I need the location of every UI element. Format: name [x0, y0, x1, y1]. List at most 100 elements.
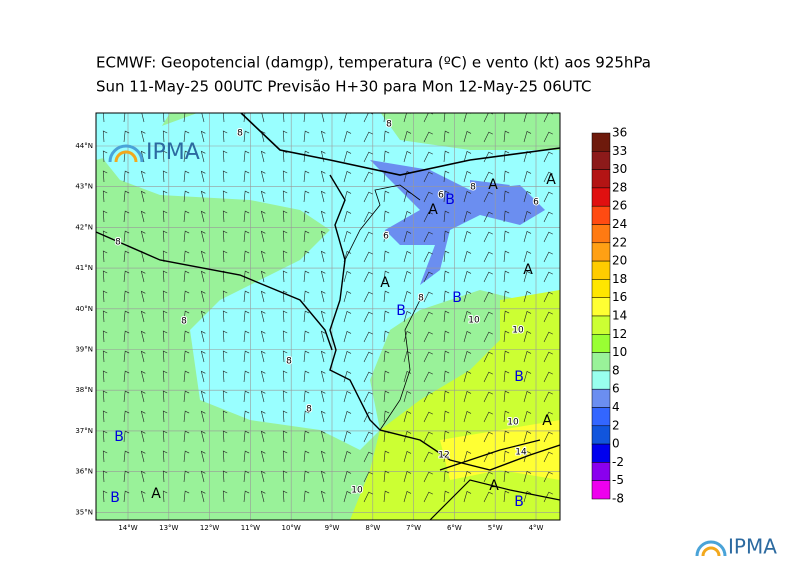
wind-barb	[483, 271, 493, 283]
map-logo: IPMA	[108, 140, 200, 165]
wind-barb	[443, 430, 450, 443]
colorbar-label: 22	[612, 235, 627, 249]
colorbar-label: 4	[612, 400, 620, 414]
wind-barb	[260, 390, 266, 403]
colorbar-label: 36	[612, 126, 627, 140]
wind-barb	[343, 210, 352, 223]
wind-barb	[260, 250, 266, 263]
colorbar-label: -2	[612, 455, 624, 469]
wind-barb	[403, 270, 412, 283]
wind-barb	[123, 470, 130, 483]
wind-barb	[543, 451, 553, 463]
wind-barb	[363, 271, 373, 283]
wind-barb	[102, 310, 108, 323]
wind-barb	[162, 130, 168, 143]
wind-barb	[183, 430, 190, 443]
wind-barb	[102, 290, 108, 303]
pressure-centre: A	[489, 478, 499, 494]
wind-barb	[343, 450, 352, 463]
wind-barb	[523, 210, 532, 223]
wind-barb	[243, 130, 250, 143]
wind-barb	[403, 490, 412, 503]
wind-barb	[283, 113, 288, 123]
wind-barb	[222, 470, 228, 483]
wind-barb	[543, 491, 553, 503]
wind-barb	[443, 190, 450, 203]
wind-barb	[140, 470, 146, 483]
wind-barb	[243, 430, 250, 443]
wind-barb	[222, 390, 228, 403]
wind-barb	[282, 190, 288, 203]
wind-barb	[303, 370, 310, 383]
wind-barb	[303, 290, 310, 303]
wind-barb	[383, 370, 390, 383]
wind-barb	[162, 470, 168, 483]
wind-barb	[443, 390, 450, 403]
contour-label: 8	[286, 357, 292, 367]
wind-barb	[343, 270, 352, 283]
wind-barb	[102, 250, 108, 263]
wind-barb	[243, 230, 250, 243]
wind-barb	[523, 410, 532, 423]
wind-barb	[383, 230, 390, 243]
pressure-centre: A	[546, 172, 556, 188]
wind-barb	[443, 150, 450, 163]
lat-label: 40°N	[75, 305, 93, 313]
wind-barb	[123, 330, 130, 343]
wind-barb	[403, 130, 412, 143]
wind-barb	[303, 170, 310, 183]
wind-barb	[243, 250, 250, 263]
wind-barb	[141, 113, 146, 123]
wind-barb	[383, 130, 390, 143]
wind-barb	[383, 330, 390, 343]
wind-barb	[282, 270, 288, 283]
wind-barb	[503, 270, 510, 283]
wind-barb	[463, 290, 472, 303]
wind-barb	[140, 270, 146, 283]
wind-barb	[403, 370, 412, 383]
colorbar-swatch	[591, 443, 611, 463]
contour-label: 8	[470, 183, 476, 193]
pressure-centre: A	[151, 486, 161, 502]
wind-barb	[222, 330, 228, 343]
wind-barb	[543, 431, 553, 443]
wind-barb	[403, 470, 412, 483]
wind-barb	[183, 370, 190, 383]
wind-barb	[503, 370, 510, 383]
wind-barb	[200, 150, 206, 163]
colorbar-swatch	[591, 462, 611, 481]
wind-barb	[403, 410, 412, 423]
contour-label: 6	[383, 232, 389, 242]
wind-barb	[463, 490, 472, 503]
wind-barb	[102, 470, 108, 483]
wind-barb	[123, 490, 130, 503]
wind-barb	[200, 410, 206, 423]
wind-barb	[443, 130, 450, 143]
wind-barb	[363, 491, 373, 503]
wind-barb	[463, 410, 472, 423]
wind-barb	[523, 390, 532, 403]
wind-barb	[363, 191, 373, 203]
colorbar-swatch	[591, 242, 611, 262]
contour-label: 10	[512, 326, 524, 336]
wind-barb	[403, 450, 412, 463]
contour-label: 10	[507, 418, 519, 428]
wind-barb	[303, 470, 310, 483]
wind-barb	[483, 431, 493, 443]
wind-barb	[423, 451, 433, 463]
pressure-centre: A	[488, 177, 498, 193]
wind-barb	[183, 410, 190, 423]
wind-barb	[443, 490, 450, 503]
wind-barb	[503, 390, 510, 403]
title-line: ECMWF: Geopotencial (damgp), temperatura…	[96, 54, 651, 72]
wind-barb	[102, 210, 108, 223]
wind-barb	[303, 250, 310, 263]
wind-barb	[162, 450, 168, 463]
wind-barb	[383, 270, 390, 283]
lat-label: 39°N	[75, 346, 93, 354]
wind-barb	[523, 130, 532, 143]
wind-barb	[383, 290, 390, 303]
wind-barb	[102, 430, 108, 443]
wind-barb	[200, 470, 206, 483]
wind-barb	[200, 290, 206, 303]
